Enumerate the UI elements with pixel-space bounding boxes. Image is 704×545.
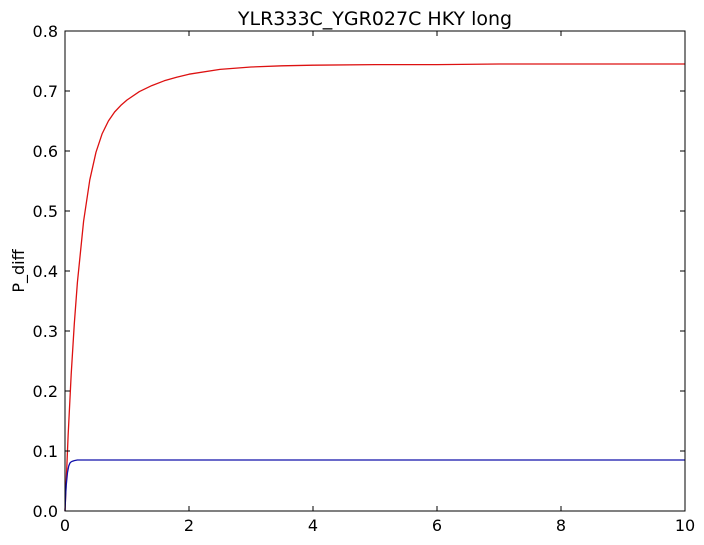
y-tick-label: 0.1 — [33, 442, 58, 461]
x-tick-label: 4 — [308, 516, 318, 535]
plot-frame — [64, 30, 686, 512]
y-tick-label: 0.5 — [33, 202, 58, 221]
y-tick-label: 0.8 — [33, 22, 58, 41]
series-line-1 — [64, 63, 685, 512]
x-tick-label: 2 — [184, 516, 194, 535]
x-tick-label: 10 — [675, 516, 695, 535]
x-tick-label: 8 — [556, 516, 566, 535]
y-tick-label: 0.3 — [33, 322, 58, 341]
y-tick-label: 0.6 — [33, 142, 58, 161]
y-tick-label: 0.0 — [33, 502, 58, 521]
series-line-2 — [64, 459, 685, 512]
y-tick-label: 0.4 — [33, 262, 58, 281]
y-axis-label: P_diff — [9, 248, 29, 292]
ticks-layer: 0 2 4 6 8 10 0.0 0.1 0.2 0.3 0.4 0.5 0.6 0.7 0.8 — [33, 22, 696, 535]
x-tick-label: 0 — [60, 516, 70, 535]
series-layer — [64, 63, 685, 512]
y-tick-label: 0.2 — [33, 382, 58, 401]
y-tick-label: 0.7 — [33, 82, 58, 101]
x-tick-label: 6 — [432, 516, 442, 535]
chart-title: YLR333C_YGR027C HKY long — [237, 8, 512, 30]
